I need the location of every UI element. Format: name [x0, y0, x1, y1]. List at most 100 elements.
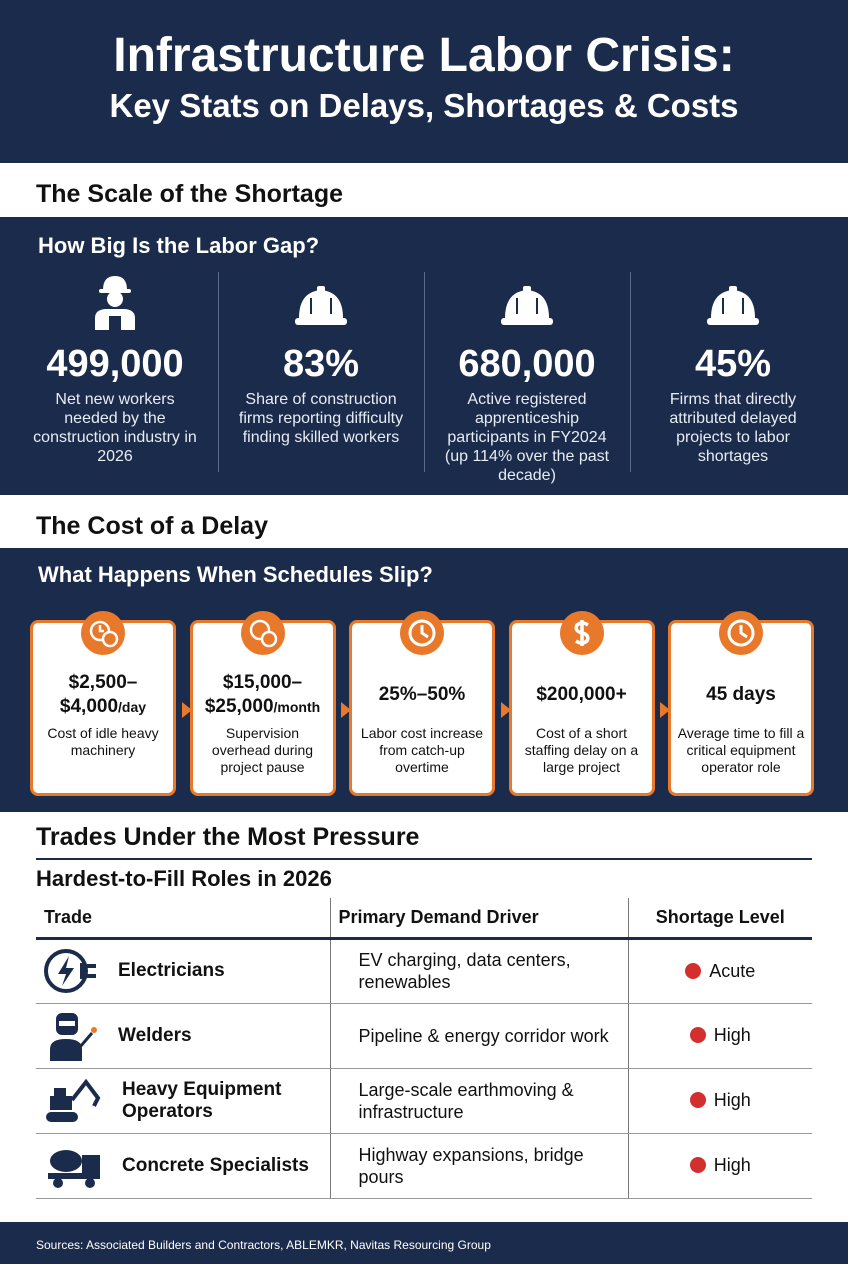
card-amount: 45 days: [706, 684, 776, 705]
card-label: Cost of idle heavy machinery: [47, 725, 159, 758]
column-header: Shortage Level: [627, 898, 812, 940]
section-heading: The Cost of a Delay: [36, 512, 268, 540]
worker-icon: [95, 276, 135, 330]
driver-cell: Pipeline & energy corridor work: [329, 1003, 628, 1069]
section-subheading: What Happens When Schedules Slip?: [38, 562, 433, 587]
helmet-icon: [707, 286, 759, 325]
level-dot: [689, 1092, 706, 1108]
header-row: Trade Primary Demand Driver Shortage Level: [36, 898, 812, 940]
level-text: High: [713, 1155, 751, 1175]
trade-cell: Electricians: [36, 938, 330, 1004]
card-value: $200,000+: [518, 671, 646, 719]
level-dot: [685, 962, 702, 979]
trade-cell: Concrete Specialists: [36, 1133, 330, 1199]
card-amount: $200,000+: [536, 684, 627, 705]
cards-row: $2,500–$4,000/day Cost of idle heavy mach…: [30, 611, 814, 796]
stat: 45% Firms that directly attributed delaye…: [630, 272, 836, 485]
driver-cell: Highway expansions, bridge pours: [329, 1133, 628, 1199]
title-line: Key Stats on Delays, Shortages & Costs: [109, 87, 739, 124]
title: Infrastructure Labor Crisis: Key Stats o…: [0, 28, 848, 128]
card-label: Supervision overhead during project paus…: [211, 725, 314, 775]
card-amount: $15,000–$25,000: [204, 672, 303, 717]
trade-wrap: Heavy Equipment Operators: [44, 1076, 322, 1126]
section-heading: The Scale of the Shortage: [36, 180, 344, 208]
card-value-text: $2,500–$4,000/day: [39, 671, 167, 719]
arrow: [500, 702, 511, 718]
card-value: 45 days: [677, 671, 805, 719]
cost-card: $15,000–$25,000/month Supervision overhea…: [189, 611, 336, 796]
cost-card: $200,000+ Cost of a short staffing delay …: [508, 611, 655, 796]
section-subheading: How Big Is the Labor Gap?: [38, 233, 320, 258]
stat-label: Firms that directly attributed delayed p…: [669, 391, 797, 465]
trade-icon: [46, 1078, 101, 1122]
trade-wrap: Welders: [44, 1011, 322, 1061]
column-header: Primary Demand Driver: [329, 898, 628, 940]
card-value: 25%–50%: [358, 671, 486, 719]
trade-name: Welders: [118, 1024, 192, 1046]
trade-wrap: Electricians: [44, 946, 322, 996]
divider: [36, 858, 812, 860]
arrow: [181, 702, 192, 718]
header: Infrastructure Labor Crisis: Key Stats o…: [0, 0, 848, 163]
card-amount: 25%–50%: [378, 684, 466, 705]
trade-wrap: Concrete Specialists: [44, 1141, 322, 1191]
stat-value: 45%: [694, 343, 772, 385]
card-icon: [400, 611, 444, 655]
level-text: High: [713, 1090, 751, 1110]
sources: Sources: Associated Builders and Contrac…: [36, 1238, 491, 1252]
trade-icon: [48, 1149, 100, 1188]
stat: 83% Share of construction firms reporting…: [218, 272, 424, 485]
card-unit: /day: [118, 699, 147, 715]
stat-label: Share of construction firms reporting di…: [238, 391, 404, 446]
level-cell: Acute: [627, 938, 812, 1004]
card-amount: $2,500–$4,000: [59, 672, 138, 717]
card-value: $15,000–$25,000/month: [199, 671, 327, 719]
card-value-text: $15,000–$25,000/month: [199, 671, 327, 719]
trade-row: Electricians EV charging, data centers, r…: [36, 938, 812, 1004]
card-label: Labor cost increase from catch-up overti…: [360, 725, 484, 775]
card-label: Cost of a short staffing delay on a larg…: [524, 725, 639, 775]
card-icon: [719, 611, 763, 655]
footer: Sources: Associated Builders and Contrac…: [0, 1222, 848, 1264]
section-heading: Trades Under the Most Pressure: [36, 823, 420, 851]
card-icon: [559, 611, 604, 655]
trade-row: Heavy Equipment Operators Large-scale ear…: [36, 1068, 812, 1134]
cost-card: $2,500–$4,000/day Cost of idle heavy mach…: [30, 611, 176, 796]
cost-card: 45 days Average time to fill a critical e…: [668, 611, 814, 796]
arrow: [660, 702, 670, 718]
table-head: Trade Primary Demand Driver Shortage Level: [36, 898, 812, 940]
stat-value: 499,000: [46, 343, 184, 385]
delay-band: What Happens When Schedules Slip? $2,500…: [0, 548, 848, 812]
trade-cell: Heavy Equipment Operators: [36, 1068, 330, 1134]
card-value-text: $200,000+: [536, 683, 626, 707]
card-icon: [240, 611, 285, 655]
level-cell: High: [627, 1003, 812, 1069]
card-icon: [81, 611, 125, 655]
stat-label: Active registered apprenticeship partici…: [444, 391, 610, 484]
title-line: Infrastructure Labor Crisis:: [113, 29, 735, 82]
trade-row: Welders Pipeline & energy corridor work Hi…: [36, 1003, 812, 1069]
table-body: Electricians EV charging, data centers, r…: [36, 938, 812, 1199]
trade-cell: Welders: [36, 1003, 330, 1069]
stat-value: 83%: [282, 343, 360, 385]
card-value-text: 45 days: [706, 683, 776, 707]
trade-name: Heavy Equipment Operators: [122, 1078, 282, 1122]
stat: 680,000 Active registered apprenticeship …: [424, 272, 630, 485]
level-cell: High: [627, 1133, 812, 1199]
card-value-text: 25%–50%: [379, 683, 466, 707]
cost-card: 25%–50% Labor cost increase from catch-up…: [349, 611, 495, 796]
stat-label: Net new workers needed by the constructi…: [33, 391, 197, 465]
stats-row: 499,000 Net new workers needed by the con…: [12, 272, 836, 485]
trade-name: Electricians: [118, 960, 225, 981]
level-dot: [689, 1027, 706, 1043]
driver-cell: EV charging, data centers, renewables: [329, 938, 628, 1004]
level-dot: [689, 1157, 706, 1173]
card-unit: /month: [273, 699, 321, 715]
helmet-icon: [295, 286, 347, 325]
driver-cell: Large-scale earthmoving & infrastructure: [329, 1068, 628, 1134]
arrow: [341, 702, 351, 718]
card-value: $2,500–$4,000/day: [39, 671, 167, 719]
card-label: Average time to fill a critical equipmen…: [677, 725, 805, 775]
level-cell: High: [627, 1068, 812, 1134]
